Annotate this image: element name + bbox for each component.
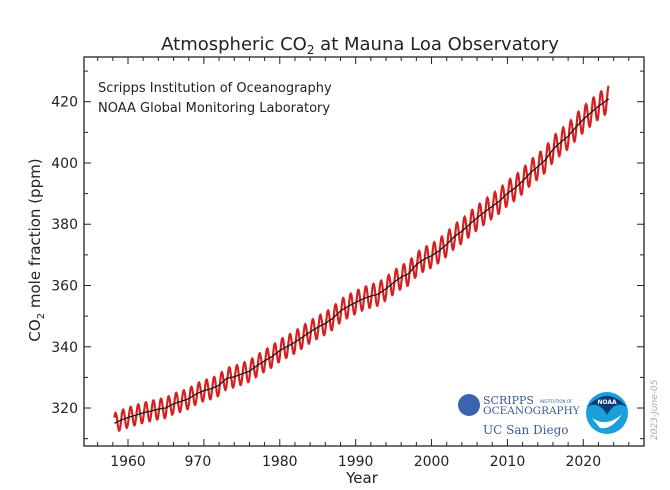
svg-text:SCRIPPS: SCRIPPS bbox=[483, 394, 534, 407]
chart-title: Atmospheric CO2 at Mauna Loa Observatory bbox=[161, 34, 559, 57]
svg-text:UC San Diego: UC San Diego bbox=[483, 423, 569, 437]
y-tick-label: 420 bbox=[51, 95, 78, 111]
y-tick-label: 320 bbox=[51, 401, 78, 417]
annotation-scripps: Scripps Institution of Oceanography bbox=[98, 81, 332, 96]
x-tick-label: 1960 bbox=[110, 454, 146, 470]
noaa-logo: NOAA bbox=[586, 392, 628, 434]
x-axis-label: Year bbox=[345, 469, 379, 487]
x-tick-label: 2020 bbox=[565, 454, 601, 470]
svg-text:OCEANOGRAPHY: OCEANOGRAPHY bbox=[483, 405, 581, 417]
y-axis-label: CO2 mole fraction (ppm) bbox=[26, 158, 47, 341]
svg-text:NOAA: NOAA bbox=[597, 399, 617, 406]
y-tick-label: 340 bbox=[51, 340, 78, 356]
date-stamp: 2023-June-05 bbox=[650, 379, 660, 440]
x-tick-label: 970 bbox=[185, 454, 212, 470]
x-tick-label: 1980 bbox=[262, 454, 298, 470]
monthly-co2-line bbox=[113, 85, 610, 433]
y-tick-label: 360 bbox=[51, 278, 78, 294]
x-tick-label: 2010 bbox=[490, 454, 526, 470]
x-tick-label: 2000 bbox=[414, 454, 450, 470]
globe-icon bbox=[458, 394, 480, 416]
y-tick-label: 380 bbox=[51, 217, 78, 233]
x-tick-label: 1990 bbox=[338, 454, 374, 470]
scripps-logo: SCRIPPS INSTITUTION OF OCEANOGRAPHY UC S… bbox=[458, 394, 581, 437]
y-tick-label: 400 bbox=[51, 156, 78, 172]
plot-frame bbox=[83, 56, 645, 447]
trend-co2-line bbox=[114, 98, 610, 424]
svg-text:INSTITUTION OF: INSTITUTION OF bbox=[540, 399, 573, 404]
annotation-noaa: NOAA Global Monitoring Laboratory bbox=[98, 101, 330, 116]
